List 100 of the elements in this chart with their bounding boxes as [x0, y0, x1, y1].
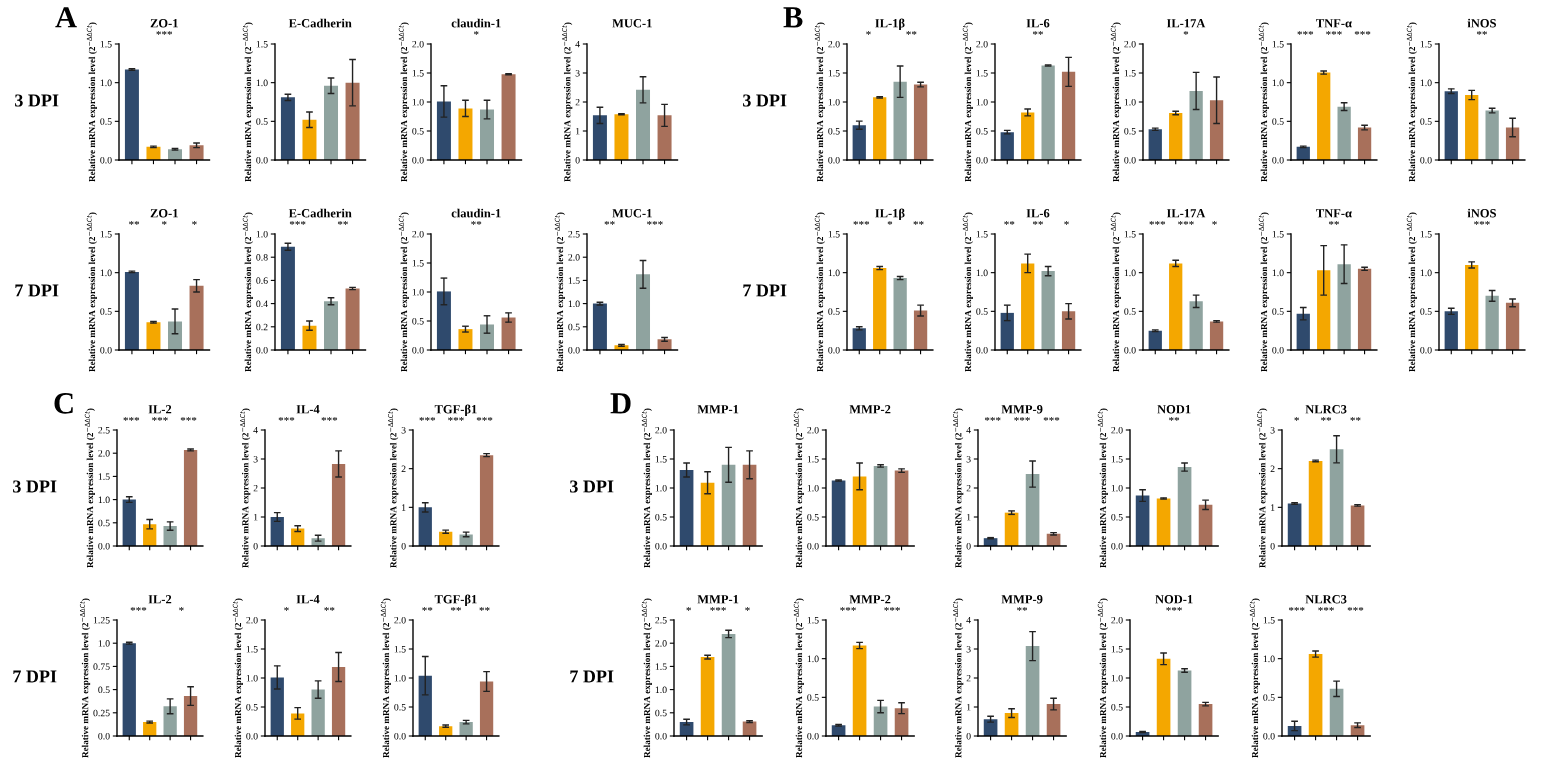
bar — [459, 722, 473, 736]
bar — [324, 301, 339, 350]
bar — [1357, 268, 1372, 350]
bar — [183, 696, 198, 736]
bar — [1329, 449, 1344, 546]
bar — [1505, 302, 1520, 350]
bar — [1329, 688, 1344, 736]
bar — [163, 526, 177, 546]
bar — [1337, 106, 1351, 160]
bar — [1189, 90, 1203, 160]
bar — [1198, 704, 1213, 736]
bar — [742, 464, 757, 546]
bar — [1465, 95, 1479, 160]
bar — [291, 528, 305, 546]
bar — [852, 476, 867, 546]
bar — [913, 84, 928, 160]
bar — [657, 115, 672, 160]
bar — [480, 109, 495, 160]
bar — [1135, 495, 1150, 546]
bar — [1198, 504, 1213, 546]
text: C — [54, 393, 73, 414]
bar — [1046, 704, 1061, 736]
bar — [1004, 713, 1019, 736]
bar — [270, 517, 284, 546]
bar — [1357, 127, 1372, 160]
bar — [189, 285, 204, 350]
bar — [1444, 311, 1458, 350]
bar — [436, 291, 451, 350]
bar — [280, 97, 295, 160]
bar — [1209, 321, 1224, 350]
bar — [1156, 658, 1171, 736]
bar — [436, 101, 451, 160]
bar — [302, 325, 317, 350]
bar — [873, 706, 888, 736]
text: 7 DPI — [15, 284, 59, 297]
bar — [1000, 312, 1014, 350]
bar — [1025, 646, 1040, 736]
text: 3 DPI — [13, 480, 57, 493]
bar — [592, 303, 607, 350]
bar — [1444, 91, 1458, 160]
text: 3 DPI — [15, 94, 59, 107]
bar — [345, 288, 360, 350]
bar — [122, 643, 136, 736]
bar — [1041, 65, 1055, 160]
bar — [479, 455, 494, 546]
bar — [1041, 271, 1055, 350]
bar — [1025, 474, 1040, 546]
bar — [124, 271, 139, 350]
bar — [280, 246, 295, 350]
bar — [1350, 505, 1365, 546]
bar — [418, 675, 432, 736]
bar — [1156, 498, 1171, 546]
bar — [143, 524, 157, 546]
bar — [1209, 100, 1224, 160]
bar — [1021, 112, 1035, 160]
bar — [459, 534, 473, 546]
bar — [894, 470, 909, 546]
text: D — [610, 393, 631, 414]
bar — [1061, 311, 1076, 350]
bar — [679, 470, 694, 546]
bar — [1308, 654, 1323, 736]
bar — [1317, 72, 1331, 160]
bar — [873, 97, 887, 160]
text: 3 DPI — [743, 94, 787, 107]
bar — [501, 317, 516, 350]
bar — [1148, 330, 1162, 350]
bar — [592, 115, 607, 160]
bar — [345, 82, 360, 160]
bar — [331, 463, 346, 546]
bar — [1189, 301, 1203, 350]
bar — [614, 114, 629, 160]
bar — [479, 681, 494, 736]
bar — [1169, 113, 1183, 160]
bar — [831, 480, 846, 546]
bar — [146, 322, 161, 350]
bar — [1004, 512, 1019, 546]
bar — [1287, 503, 1302, 546]
bar — [458, 329, 473, 350]
bar — [122, 499, 136, 546]
bar — [183, 449, 198, 546]
bar — [700, 482, 715, 546]
bar — [700, 657, 715, 736]
bar — [894, 708, 909, 736]
bar — [124, 69, 139, 160]
bar — [168, 321, 183, 350]
text: A — [55, 7, 77, 28]
bar — [480, 324, 495, 350]
bar — [893, 81, 907, 160]
bar — [291, 713, 305, 736]
text: 7 DPI — [743, 284, 787, 297]
text: 3 DPI — [570, 480, 614, 493]
bar — [302, 119, 317, 160]
bar — [501, 74, 516, 160]
bar — [873, 268, 887, 350]
bar — [913, 310, 928, 350]
text: B — [783, 7, 803, 28]
bar — [893, 278, 907, 350]
bar — [324, 85, 339, 160]
bar — [1308, 460, 1323, 546]
bar — [1337, 264, 1351, 350]
